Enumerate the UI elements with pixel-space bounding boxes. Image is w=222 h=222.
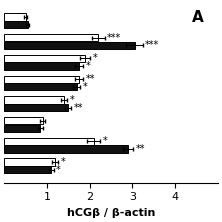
Text: **: ** — [73, 103, 83, 113]
Text: ***: *** — [107, 33, 121, 43]
Text: *: * — [69, 95, 74, 105]
Bar — [4, 138, 94, 145]
Bar — [4, 13, 26, 21]
Bar — [4, 21, 28, 28]
Bar — [4, 166, 51, 173]
Text: *: * — [85, 61, 90, 71]
Text: A: A — [192, 10, 204, 24]
Bar — [4, 96, 64, 103]
Text: *: * — [61, 157, 65, 167]
Bar — [4, 125, 40, 132]
Bar — [4, 75, 79, 83]
Bar — [4, 159, 56, 166]
Bar — [4, 62, 79, 70]
Bar — [4, 42, 135, 49]
Bar — [4, 83, 77, 90]
Text: *: * — [56, 165, 61, 175]
Bar — [4, 34, 98, 41]
Text: *: * — [93, 54, 97, 63]
Text: **: ** — [135, 144, 145, 154]
Text: *: * — [82, 82, 87, 92]
Bar — [4, 117, 43, 124]
Text: ***: *** — [145, 40, 159, 50]
Text: *: * — [103, 136, 107, 146]
Bar — [4, 55, 85, 62]
Bar — [4, 104, 68, 111]
Text: **: ** — [85, 74, 95, 84]
X-axis label: hCGβ / β-actin: hCGβ / β-actin — [67, 208, 155, 218]
Bar — [4, 145, 128, 153]
